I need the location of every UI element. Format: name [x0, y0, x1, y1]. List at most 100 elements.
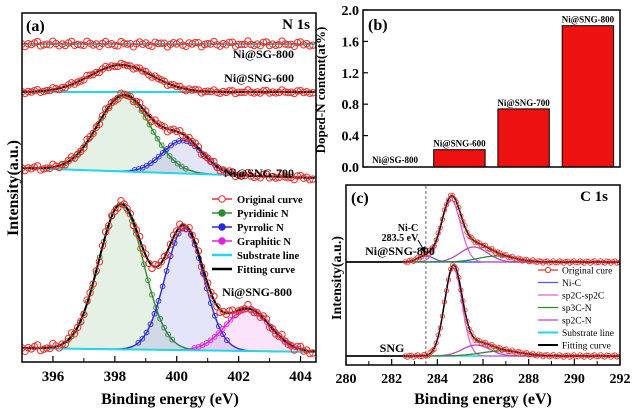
- component-marker: [170, 157, 177, 164]
- original-data-point: [142, 250, 150, 258]
- original-data-point: [431, 346, 437, 352]
- component-marker: [155, 298, 162, 304]
- panel-c-legend-entry: sp2C-sp2C: [538, 292, 604, 302]
- original-data-point: [464, 318, 470, 324]
- panel-b-y-tick-label: 0.0: [342, 161, 360, 176]
- component-marker: [150, 128, 157, 135]
- original-data-point: [423, 251, 429, 257]
- original-data-point: [105, 222, 113, 230]
- component-marker: [212, 162, 218, 169]
- substrate-line: [22, 347, 316, 353]
- original-data-point: [204, 39, 212, 48]
- panel-a-legend-entry: Pyridinic N: [212, 209, 289, 220]
- panel-a-x-axis: 396 398 400 402 404: [21, 356, 312, 385]
- original-data-point: [238, 171, 246, 180]
- original-data-point: [86, 289, 94, 297]
- panel-a-stack-ni-sg-800: [22, 37, 316, 51]
- original-data-point: [593, 354, 600, 360]
- original-data-point: [225, 167, 234, 175]
- curve-label-ni-sng-800: Ni@SNG-800: [222, 285, 292, 299]
- original-data-point: [443, 202, 450, 208]
- component-marker: [163, 146, 170, 152]
- original-data-point: [445, 197, 452, 203]
- original-data-point: [43, 86, 51, 95]
- original-data-point: [80, 310, 88, 319]
- panel-b-y-axis: 0.0 0.4 0.8 1.2 1.6 2.0: [342, 4, 368, 176]
- panel-b-y-tick-label: 0.4: [342, 130, 360, 145]
- panel-a-stack-ni-sng-800: [22, 197, 316, 358]
- original-data-point: [151, 260, 159, 269]
- panel-c-stack-sng: [346, 262, 620, 360]
- original-data-point: [135, 99, 144, 107]
- panel-c-legend-entry: Ni-C: [538, 279, 581, 289]
- original-data-point: [299, 347, 308, 355]
- original-data-point: [306, 349, 314, 358]
- original-data-point: [210, 292, 218, 300]
- original-data-point: [123, 91, 131, 100]
- panel-a-stack-ni-sng-600: [22, 59, 316, 98]
- original-data-point: [173, 82, 181, 91]
- panel-a-y-label: Intensity(a.u.): [5, 140, 22, 236]
- panel-a-legend-entry: Pyrrolic N: [212, 223, 284, 234]
- original-data-point: [191, 85, 200, 94]
- original-data-point: [58, 160, 66, 169]
- original-data-point: [604, 352, 610, 358]
- original-data-point: [272, 174, 280, 182]
- original-data-point: [173, 227, 181, 235]
- panel-a-legend-text: Original curve: [237, 195, 303, 206]
- original-data-point: [92, 68, 101, 77]
- original-data-point: [182, 225, 190, 233]
- legend-marker: [218, 209, 226, 217]
- original-data-point: [454, 199, 460, 205]
- original-data-point: [449, 193, 456, 199]
- original-data-point: [272, 89, 280, 97]
- panel-a-legend-text: Graphitic N: [237, 237, 291, 248]
- curve-label-ni-sg-800: Ni@SG-800: [233, 47, 294, 61]
- component-marker: [212, 312, 218, 319]
- panel-b-label: (b): [368, 17, 388, 34]
- original-data-point: [417, 354, 423, 360]
- curve-label-ni-sng-600: Ni@SNG-600: [224, 71, 294, 85]
- component-marker: [147, 321, 154, 328]
- component-marker: [161, 324, 167, 331]
- original-data-point: [293, 38, 302, 47]
- panel-a-stack-ni-sng-700: [22, 89, 316, 184]
- component-marker: [157, 315, 163, 322]
- bar-category-label: Ni@SG-800: [372, 155, 418, 165]
- original-data-point: [123, 40, 131, 48]
- bar-category-label: Ni@SNG-700: [497, 98, 550, 108]
- original-data-point: [204, 279, 212, 287]
- original-data-point: [433, 237, 439, 243]
- panel-a-legend: Original curve Pyridinic N Pyrrolic N Graph…: [212, 195, 303, 276]
- original-data-point: [43, 40, 51, 48]
- original-data-point: [445, 277, 452, 283]
- annotation-283-5-ev: 283.5 eV: [382, 233, 419, 244]
- annotation-arrow: [417, 239, 426, 253]
- original-data-point: [114, 204, 122, 212]
- component-marker: [174, 160, 181, 167]
- component-marker: [224, 337, 230, 344]
- original-data-point: [179, 41, 187, 49]
- original-data-point: [61, 340, 70, 348]
- original-data-point: [614, 354, 620, 360]
- original-data-point: [132, 226, 141, 234]
- panel-c-x-axis: 280 282 284 286 288 290 292: [336, 359, 631, 387]
- component-marker: [159, 283, 166, 290]
- component-fill: [22, 309, 316, 352]
- original-data-point: [95, 120, 104, 128]
- panel-c-y-label: Intensity(a.u.): [330, 236, 345, 320]
- original-data-point: [306, 89, 314, 97]
- original-data-point: [278, 330, 286, 339]
- panel-b: Ni@SG-800Ni@SNG-600Ni@SNG-700Ni@SNG-800 …: [313, 4, 621, 176]
- original-data-point: [191, 38, 200, 47]
- original-data-point: [123, 61, 131, 70]
- panel-a-x-tick-label: 404: [289, 369, 312, 385]
- panel-c: 280 282 284 286 288 290 292 (c) C 1s Binding e…: [330, 184, 631, 408]
- panel-c-legend-text: Ni-C: [562, 279, 581, 289]
- panel-a: 396 398 400 402 404 (a) N 1s Binding energy …: [5, 12, 317, 408]
- original-data-point: [293, 342, 302, 350]
- original-data-point: [573, 354, 579, 360]
- panel-a-x-label: Binding energy (eV): [101, 391, 239, 408]
- component-marker: [158, 142, 165, 149]
- panel-b-y-tick-label: 0.8: [342, 98, 360, 113]
